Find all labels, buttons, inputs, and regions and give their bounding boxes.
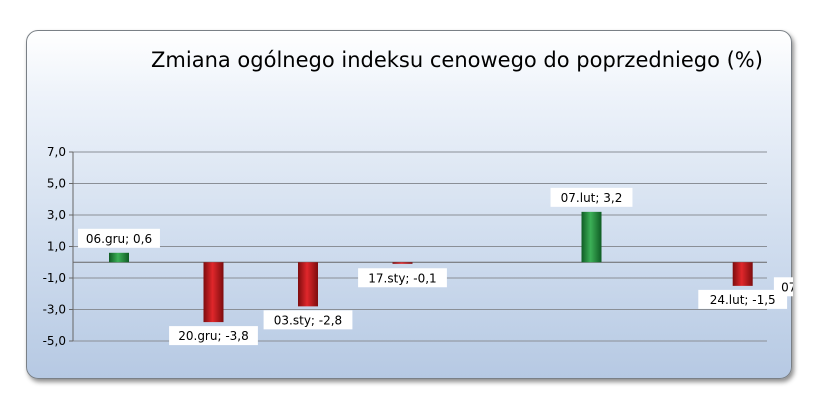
label-layer: 06.gru; 0,6 20.gru; -3,8 03.sty; -2,8 17.st… (78, 187, 793, 346)
axis-layer: 7,0 5,0 3,0 1,0 -1,0 -3,0 -5,0 (43, 145, 767, 348)
data-label-background (773, 277, 793, 297)
data-label-background (550, 187, 633, 207)
data-label: 20.gru; -3,8 (169, 326, 258, 346)
bar-17.sty (392, 262, 413, 264)
data-label: 03.sty; -2,8 (263, 310, 353, 330)
data-label: 24.lut; -1,5 (698, 289, 788, 309)
data-label: 07.mar; -0,7 (773, 277, 793, 297)
bar-layer (109, 211, 753, 323)
bar-03.sty (298, 262, 318, 307)
y-tick-label: -1,0 (43, 271, 66, 285)
y-tick-label: 5,0 (47, 177, 66, 191)
data-label-text: 24.lut; -1,5 (710, 293, 776, 307)
data-label: 07.lut; 3,2 (550, 187, 633, 207)
bar-06.gru (109, 252, 129, 263)
chart-card: Zmiana ogólnego indeksu cenowego do popr… (26, 30, 793, 379)
data-label-text: 03.sty; -2,8 (274, 313, 342, 327)
data-label-background (698, 289, 788, 309)
y-tick-label: -3,0 (43, 303, 66, 317)
data-label-text: 20.gru; -3,8 (178, 329, 249, 343)
data-label-background (169, 326, 258, 346)
bar-chart: Zmiana ogólnego indeksu cenowego do popr… (43, 48, 793, 348)
data-label-text: 06.gru; 0,6 (86, 232, 152, 246)
data-label-text: 07.lut; 3,2 (561, 191, 623, 205)
bar-07.lut (581, 211, 602, 263)
data-label: 17.sty; -0,1 (358, 268, 447, 288)
y-tick-label: 7,0 (47, 145, 66, 159)
data-label: 06.gru; 0,6 (78, 228, 160, 248)
data-label-background (263, 310, 353, 330)
data-label-background (358, 268, 447, 288)
chart-title: Zmiana ogólnego indeksu cenowego do popr… (151, 48, 763, 72)
y-tick-label: -5,0 (43, 334, 66, 348)
grid-layer (73, 151, 767, 342)
data-label-text: 17.sty; -0,1 (368, 271, 436, 285)
bar-24.lut (732, 262, 753, 286)
y-tick-label: 1,0 (47, 240, 66, 254)
data-label-text: 07.mar; -0,7 (781, 280, 793, 294)
bar-20.gru (203, 262, 224, 323)
y-tick-label: 3,0 (47, 208, 66, 222)
data-label-background (78, 228, 160, 248)
